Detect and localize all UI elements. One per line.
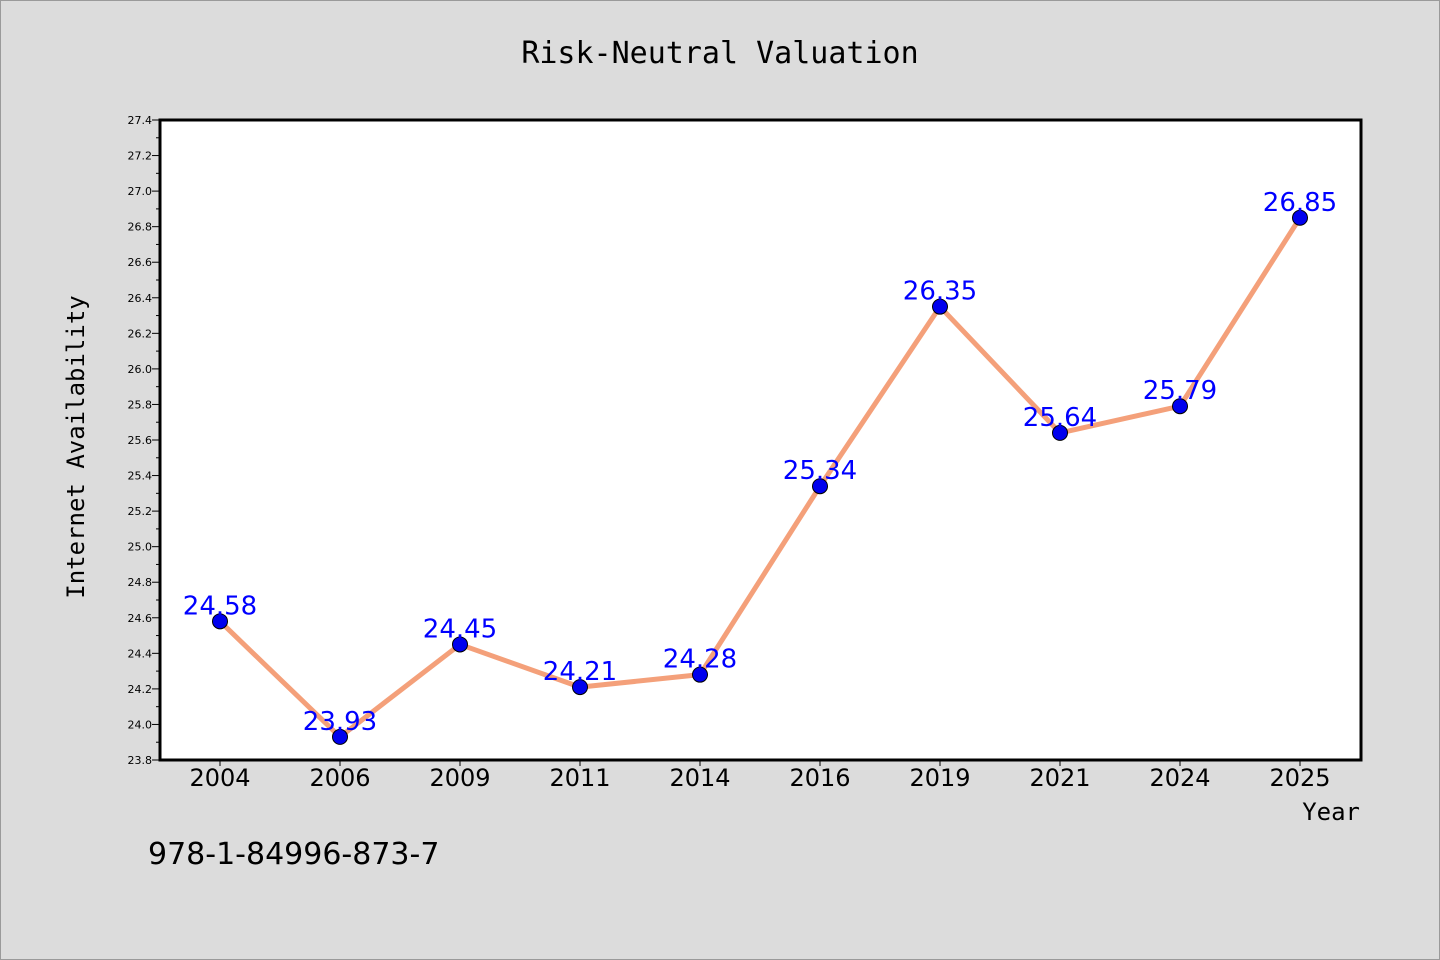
data-label: 25.64 bbox=[1023, 403, 1097, 433]
x-axis-label: Year bbox=[1302, 798, 1360, 826]
y-tick-label: 27.0 bbox=[128, 185, 153, 198]
data-label: 23.93 bbox=[303, 707, 377, 737]
data-point bbox=[1172, 398, 1188, 415]
data-label: 26.85 bbox=[1263, 188, 1337, 218]
data-point bbox=[812, 478, 828, 495]
x-tick-label: 2024 bbox=[1149, 764, 1210, 792]
data-label: 25.79 bbox=[1143, 376, 1217, 406]
chart-title: Risk-Neutral Valuation bbox=[521, 36, 918, 71]
plot-area bbox=[158, 118, 1363, 762]
y-tick-label: 27.4 bbox=[128, 114, 153, 127]
y-tick-label: 23.8 bbox=[128, 754, 153, 767]
y-tick-label: 26.4 bbox=[128, 292, 153, 305]
y-tick-label: 26.2 bbox=[128, 327, 153, 340]
x-tick-label: 2009 bbox=[429, 764, 490, 792]
data-label: 24.21 bbox=[543, 657, 617, 687]
series-group: 24.58 23.93 24.45 24.21 24.28 25.34 26.35 25.64… bbox=[183, 188, 1337, 745]
y-tick-label: 27.2 bbox=[128, 150, 153, 163]
y-tick-label: 26.0 bbox=[128, 363, 153, 376]
y-tick-label: 24.6 bbox=[128, 612, 153, 625]
x-axis: 2004 2006 2009 2011 2014 2016 2019 2021 2024 2025 bbox=[189, 760, 1331, 792]
y-tick-label: 24.4 bbox=[128, 647, 153, 660]
x-tick-label: 2016 bbox=[789, 764, 850, 792]
data-label: 26.35 bbox=[903, 277, 977, 307]
data-point bbox=[212, 613, 228, 630]
data-point bbox=[932, 298, 948, 315]
x-tick-label: 2004 bbox=[189, 764, 250, 792]
y-axis-label: Internet Availability bbox=[62, 295, 90, 598]
data-label: 24.58 bbox=[183, 591, 257, 621]
series-line bbox=[218, 216, 1303, 740]
x-tick-label: 2021 bbox=[1029, 764, 1090, 792]
x-tick-label: 2011 bbox=[549, 764, 610, 792]
y-tick-label: 24.0 bbox=[128, 718, 153, 731]
data-point bbox=[332, 728, 348, 745]
y-tick-label: 26.6 bbox=[128, 256, 153, 269]
y-tick-label: 24.2 bbox=[128, 683, 153, 696]
x-tick-label: 2014 bbox=[669, 764, 730, 792]
x-tick-label: 2019 bbox=[909, 764, 970, 792]
data-point bbox=[452, 636, 468, 653]
data-point bbox=[692, 666, 708, 683]
x-tick-label: 2025 bbox=[1269, 764, 1330, 792]
y-tick-label: 26.8 bbox=[128, 221, 153, 234]
x-tick-label: 2006 bbox=[309, 764, 370, 792]
y-tick-label: 25.8 bbox=[128, 398, 153, 411]
y-tick-label: 24.8 bbox=[128, 576, 153, 589]
y-axis: 23.8 24.0 24.2 24.4 24.6 24.8 25.0 25.2 25.4 25.6… bbox=[128, 114, 160, 767]
y-tick-label: 25.0 bbox=[128, 541, 153, 554]
data-point bbox=[1052, 424, 1068, 441]
isbn-text: 978-1-84996-873-7 bbox=[148, 837, 439, 872]
y-tick-label: 25.4 bbox=[128, 470, 153, 483]
data-point bbox=[572, 679, 588, 696]
y-tick-label: 25.6 bbox=[128, 434, 153, 447]
y-tick-label: 25.2 bbox=[128, 505, 153, 518]
data-label: 24.45 bbox=[423, 614, 497, 644]
data-label: 25.34 bbox=[783, 456, 857, 486]
data-label: 24.28 bbox=[663, 645, 737, 675]
data-point bbox=[1292, 209, 1308, 226]
